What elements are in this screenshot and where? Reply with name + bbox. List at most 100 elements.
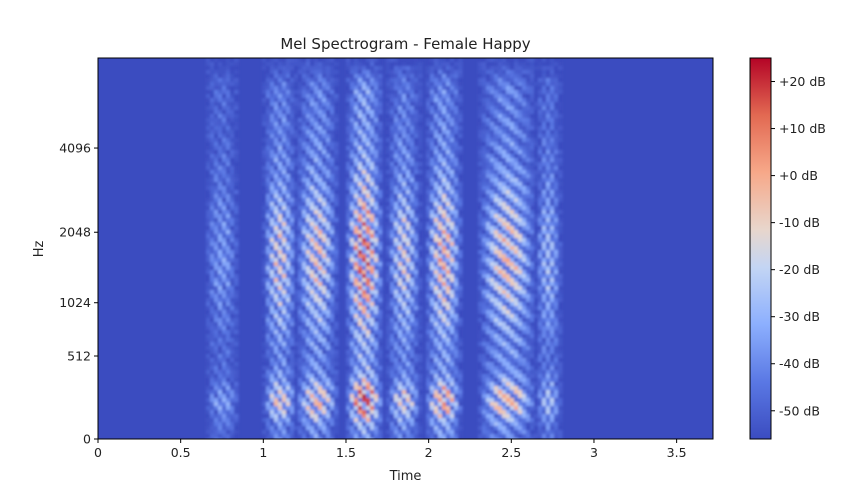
spectrogram-cell — [218, 62, 223, 67]
spectrogram-cell — [426, 382, 431, 387]
spectrogram-cell — [438, 310, 443, 315]
spectrogram-cell — [318, 250, 323, 255]
spectrogram-cell — [406, 382, 411, 387]
spectrogram-cell — [266, 110, 271, 115]
spectrogram-cell — [262, 378, 267, 383]
spectrogram-cell — [394, 298, 399, 303]
spectrogram-cell — [426, 250, 431, 255]
spectrogram-cell — [230, 94, 235, 99]
spectrogram-cell — [290, 106, 295, 111]
spectrogram-cell — [426, 426, 431, 431]
spectrogram-cell — [358, 150, 363, 155]
spectrogram-cell — [398, 98, 403, 103]
spectrogram-cell — [322, 262, 327, 267]
spectrogram-cell — [442, 146, 447, 151]
spectrogram-cell — [450, 226, 455, 231]
spectrogram-cell — [434, 414, 439, 419]
spectrogram-cell — [334, 166, 339, 171]
spectrogram-cell — [290, 162, 295, 167]
spectrogram-cell — [374, 274, 379, 279]
spectrogram-cell — [330, 310, 335, 315]
spectrogram-cell — [290, 66, 295, 71]
spectrogram-cell — [370, 246, 375, 251]
spectrogram-cell — [374, 226, 379, 231]
spectrogram-cell — [426, 186, 431, 191]
spectrogram-cell — [222, 310, 227, 315]
spectrogram-cell — [406, 66, 411, 71]
spectrogram-cell — [230, 122, 235, 127]
spectrogram-cell — [274, 390, 279, 395]
spectrogram-cell — [386, 322, 391, 327]
spectrogram-cell — [314, 118, 319, 123]
spectrogram-cell — [390, 234, 395, 239]
spectrogram-cell — [430, 406, 435, 411]
spectrogram-cell — [326, 266, 331, 271]
spectrogram-cell — [442, 214, 447, 219]
spectrogram-cell — [410, 418, 415, 423]
spectrogram-cell — [214, 238, 219, 243]
spectrogram-cell — [362, 170, 367, 175]
spectrogram-cell — [450, 94, 455, 99]
spectrogram-cell — [330, 294, 335, 299]
spectrogram-cell — [378, 90, 383, 95]
spectrogram-cell — [214, 346, 219, 351]
spectrogram-cell — [370, 242, 375, 247]
spectrogram-cell — [270, 322, 275, 327]
spectrogram-cell — [334, 310, 339, 315]
spectrogram-cell — [346, 254, 351, 259]
spectrogram-cell — [378, 214, 383, 219]
spectrogram-cell — [262, 238, 267, 243]
spectrogram-cell — [438, 118, 443, 123]
spectrogram-cell — [362, 286, 367, 291]
spectrogram-cell — [434, 202, 439, 207]
spectrogram-cell — [398, 122, 403, 127]
spectrogram-cell — [354, 98, 359, 103]
spectrogram-cell — [430, 166, 435, 171]
spectrogram-cell — [298, 206, 303, 211]
spectrogram-cell — [362, 410, 367, 415]
spectrogram-cell — [394, 254, 399, 259]
spectrogram-cell — [350, 298, 355, 303]
spectrogram-cell — [302, 426, 307, 431]
spectrogram-cell — [434, 330, 439, 335]
spectrogram-cell — [282, 386, 287, 391]
spectrogram-cell — [438, 246, 443, 251]
spectrogram-cell — [302, 294, 307, 299]
spectrogram-cell — [366, 106, 371, 111]
spectrogram-cell — [290, 294, 295, 299]
spectrogram-cell — [426, 82, 431, 87]
spectrogram-cell — [234, 310, 239, 315]
spectrogram-cell — [354, 198, 359, 203]
spectrogram-cell — [358, 338, 363, 343]
spectrogram-cell — [414, 222, 419, 227]
spectrogram-cell — [386, 158, 391, 163]
spectrogram-cell — [278, 122, 283, 127]
spectrogram-cell — [266, 262, 271, 267]
spectrogram-cell — [390, 282, 395, 287]
spectrogram-cell — [378, 310, 383, 315]
spectrogram-cell — [234, 422, 239, 427]
spectrogram-cell — [362, 378, 367, 383]
spectrogram-cell — [438, 294, 443, 299]
spectrogram-cell — [298, 350, 303, 355]
spectrogram-cell — [446, 102, 451, 107]
spectrogram-cell — [398, 182, 403, 187]
spectrogram-cell — [278, 382, 283, 387]
spectrogram-cell — [358, 330, 363, 335]
spectrogram-cell — [362, 66, 367, 71]
spectrogram-cell — [318, 370, 323, 375]
spectrogram-cell — [390, 126, 395, 131]
spectrogram-cell — [406, 126, 411, 131]
spectrogram-cell — [350, 290, 355, 295]
spectrogram-cell — [362, 230, 367, 235]
spectrogram-cell — [334, 398, 339, 403]
spectrogram-cell — [406, 278, 411, 283]
spectrogram-cell — [374, 150, 379, 155]
spectrogram-cell — [438, 266, 443, 271]
spectrogram-cell — [366, 390, 371, 395]
spectrogram-cell — [446, 86, 451, 91]
spectrogram-cell — [426, 246, 431, 251]
spectrogram-cell — [418, 70, 423, 75]
spectrogram-cell — [282, 314, 287, 319]
spectrogram-cell — [346, 218, 351, 223]
